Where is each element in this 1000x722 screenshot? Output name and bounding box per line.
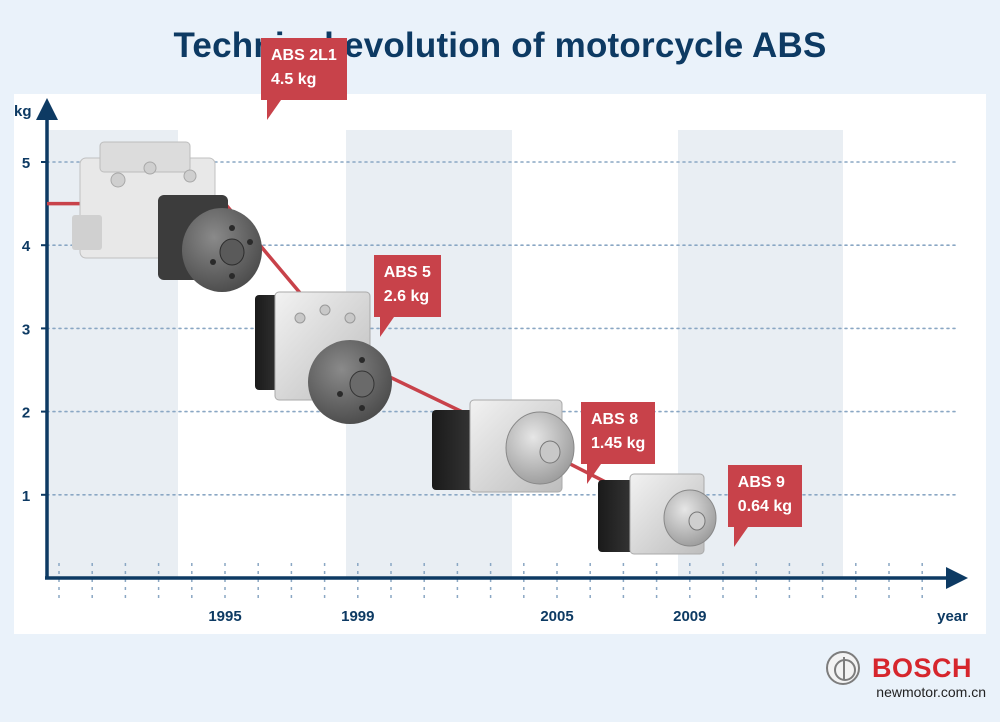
y-tick-label: 4 [22,238,31,255]
x-tick-label: 1999 [341,608,374,625]
callout-abs-8: ABS 8 1.45 kg [581,402,656,485]
callout-weight: 4.5 kg [271,70,317,88]
abs-2l1-unit-image [72,141,262,292]
callout-weight: 2.6 kg [383,287,430,305]
x-tick-label: 1995 [208,608,241,625]
bosch-brand: BOSCH [826,650,972,686]
bosch-armature-icon [826,651,860,685]
y-tick-label: 3 [22,321,30,338]
y-tick-label: 2 [22,405,30,422]
abs-8-unit-image [432,399,575,493]
x-tick-label: 2009 [673,608,706,625]
y-axis-arrow [36,98,58,120]
callout-model: ABS 8 [591,411,639,429]
callout-weight: 0.64 kg [737,497,793,515]
callout-abs-2l1: ABS 2L1 4.5 kg [261,37,347,120]
brand-name: BOSCH [872,652,973,683]
callout-abs-9: ABS 9 0.64 kg [727,464,803,547]
callout-model: ABS 2L1 [271,46,337,64]
y-tick-label: 5 [22,155,30,172]
x-tick-label: 2005 [540,608,573,625]
callout-weight: 1.45 kg [591,435,646,453]
x-axis-label: year [937,608,968,625]
abs-5-unit-image [255,291,392,424]
abs-9-unit-image [598,473,717,555]
callout-model: ABS 5 [383,263,431,281]
x-axis-arrow [946,567,968,589]
y-tick-label: 1 [22,488,30,505]
callout-abs-5: ABS 5 2.6 kg [373,254,441,337]
watermark: newmotor.com.cn [876,684,986,700]
y-axis-label: kg [14,103,32,120]
callout-model: ABS 9 [737,473,785,491]
